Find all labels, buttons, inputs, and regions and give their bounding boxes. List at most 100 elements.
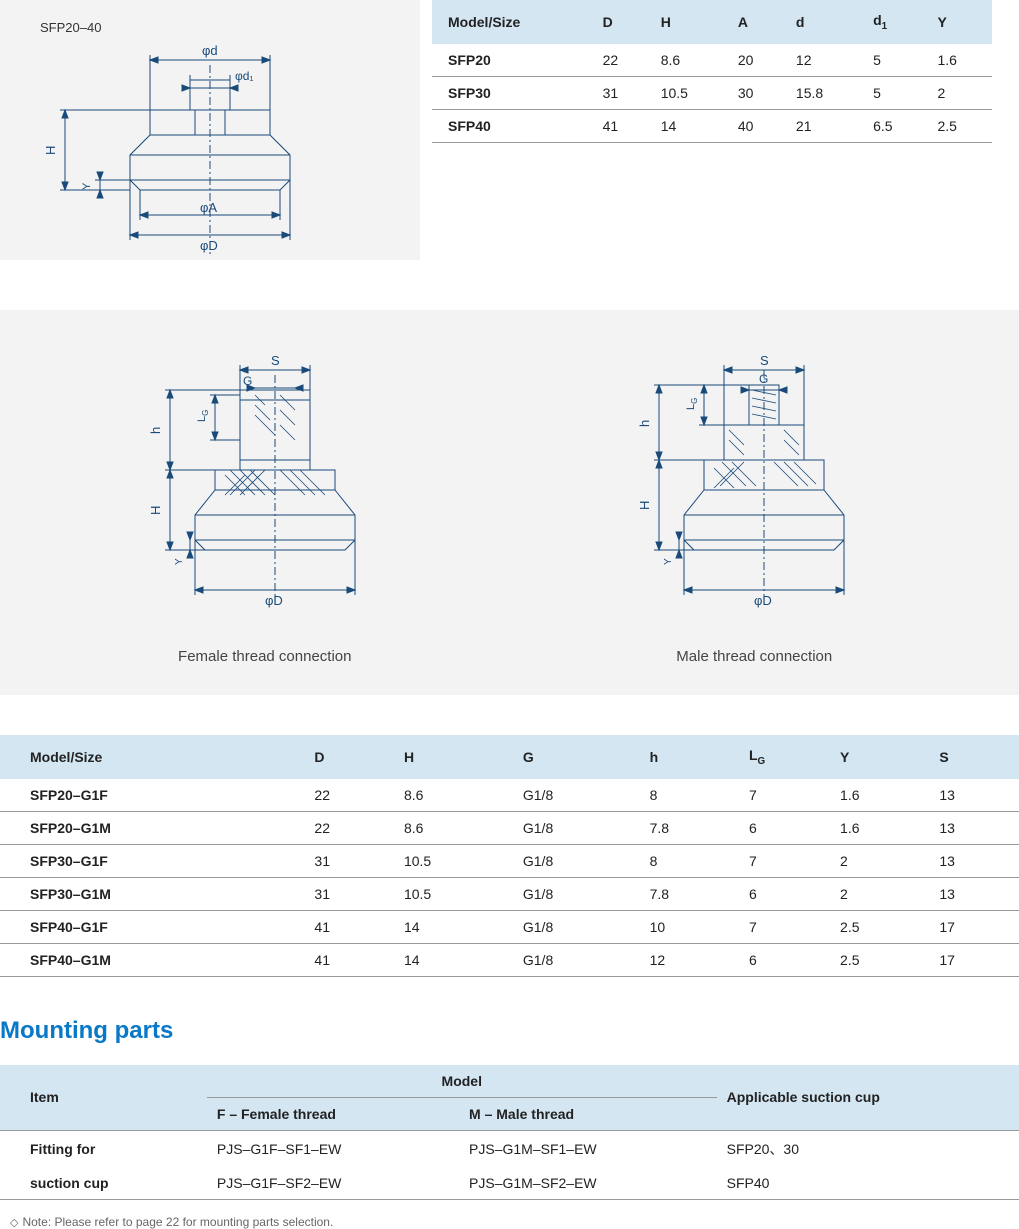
t3-r1-m: PJS–G1M–SF2–EW [459, 1167, 717, 1200]
svg-text:G: G [759, 372, 768, 386]
th2-S: S [929, 735, 1019, 779]
table-row: SFP20228.6201251.6 [432, 44, 992, 77]
svg-text:H: H [43, 146, 58, 155]
table-mounting-parts: Item Model Applicable suction cup F – Fe… [0, 1065, 1019, 1200]
table-cell: 10 [640, 910, 739, 943]
female-thread-diagram: S G LG h H Y φD Female thread connection [115, 340, 415, 665]
t3-r0-a: SFP20、30 [717, 1130, 1019, 1167]
table-row: SFP30–G1M 3110.5G1/87.86213 [0, 877, 1019, 910]
th2-G: G [513, 735, 640, 779]
table-cell: 8.6 [394, 779, 513, 812]
th3-m: M – Male thread [459, 1097, 717, 1130]
table-cell: 31 [304, 844, 394, 877]
svg-text:S: S [271, 353, 280, 368]
th3-model: Model [207, 1065, 717, 1098]
table-cell: 7.8 [640, 811, 739, 844]
t3-r0-f: PJS–G1F–SF1–EW [207, 1130, 459, 1167]
svg-text:φD: φD [200, 238, 218, 253]
table-cell: 7 [739, 844, 830, 877]
svg-text:S: S [760, 353, 769, 368]
table-cell: 6 [739, 811, 830, 844]
table-cell: SFP20 [432, 44, 593, 77]
table-cell: 2 [830, 844, 929, 877]
item-cell-2: suction cup [0, 1167, 207, 1200]
table-cell: 7.8 [640, 877, 739, 910]
table-cell: 41 [593, 109, 651, 142]
table-cell: 8.6 [651, 44, 728, 77]
table-cell: 20 [728, 44, 786, 77]
table-cell: 40 [728, 109, 786, 142]
male-thread-diagram: S G LG h H Y φD Male thread connection [604, 340, 904, 665]
table-cell: 21 [786, 109, 863, 142]
svg-text:φD: φD [265, 593, 283, 608]
connection-diagrams: S G LG h H Y φD Female thread connection [0, 310, 1019, 695]
table-cell: 41 [304, 943, 394, 976]
svg-text:LG: LG [196, 410, 210, 422]
table3-row: Fitting for PJS–G1F–SF1–EW PJS–G1M–SF1–E… [0, 1130, 1019, 1167]
male-svg: S G LG h H Y φD [604, 340, 904, 630]
table-cell: 13 [929, 811, 1019, 844]
table-row: SFP40–G1M4114G1/81262.517 [0, 943, 1019, 976]
table-cell: G1/8 [513, 910, 640, 943]
table-row: SFP40–G1F4114G1/81072.517 [0, 910, 1019, 943]
table-cell: SFP20–G1M [0, 811, 304, 844]
th-H: H [651, 0, 728, 44]
th2-h: h [640, 735, 739, 779]
th2-model: Model/Size [0, 735, 304, 779]
svg-text:h: h [637, 420, 652, 427]
svg-text:φA: φA [200, 200, 217, 215]
table-cell: 6 [739, 943, 830, 976]
female-caption: Female thread connection [115, 648, 415, 665]
table-cell: 31 [593, 76, 651, 109]
table-cell: 1.6 [830, 811, 929, 844]
table-cell: 14 [651, 109, 728, 142]
table-cell: G1/8 [513, 779, 640, 812]
svg-text:φd₁: φd₁ [235, 69, 254, 83]
table2-header: Model/Size D H G h LG Y S [0, 735, 1019, 779]
th2-H: H [394, 735, 513, 779]
table-row: SFP30–G1F3110.5G1/887213 [0, 844, 1019, 877]
table-cell: 17 [929, 910, 1019, 943]
table-cell: 41 [304, 910, 394, 943]
table-row: SFP20–G1M228.6G1/87.861.613 [0, 811, 1019, 844]
table-row: SFP303110.53015.852 [432, 76, 992, 109]
table-cell: 6 [739, 877, 830, 910]
table-cell: SFP30–G1F [0, 844, 304, 877]
th-model: Model/Size [432, 0, 593, 44]
t3-r1-f: PJS–G1F–SF2–EW [207, 1167, 459, 1200]
table-row: SFP20–G1F228.6G1/8871.613 [0, 779, 1019, 812]
table-cell: 2 [928, 76, 993, 109]
table-cell: 5 [863, 76, 927, 109]
table-cell: 2.5 [830, 943, 929, 976]
table-dimensions-1: Model/Size D H A d d1 Y SFP20228.6201251… [432, 0, 992, 143]
top-row: SFP20–40 [0, 0, 1019, 260]
table-cell: 7 [739, 779, 830, 812]
table-cell: SFP40 [432, 109, 593, 142]
th2-LG: LG [739, 735, 830, 779]
th-A: A [728, 0, 786, 44]
table-cell: 30 [728, 76, 786, 109]
table-cell: G1/8 [513, 943, 640, 976]
table-cell: 10.5 [651, 76, 728, 109]
table1-body: SFP20228.6201251.6SFP303110.53015.852SFP… [432, 44, 992, 143]
th3-f: F – Female thread [207, 1097, 459, 1130]
th3-item: Item [0, 1065, 207, 1131]
diagram-svg-1: φd φd₁ H Y φA φD [40, 40, 370, 260]
table-cell: 13 [929, 844, 1019, 877]
table-cell: 2.5 [830, 910, 929, 943]
svg-text:Y: Y [174, 558, 185, 565]
th-Y: Y [928, 0, 993, 44]
table-header-row: Model/Size D H A d d1 Y [432, 0, 992, 44]
svg-text:H: H [637, 501, 652, 510]
th-D: D [593, 0, 651, 44]
t3-r1-a: SFP40 [717, 1167, 1019, 1200]
item-cell-1: Fitting for [0, 1130, 207, 1167]
table-cell: G1/8 [513, 877, 640, 910]
table-cell: 8 [640, 844, 739, 877]
table-cell: G1/8 [513, 811, 640, 844]
t3-r0-m: PJS–G1M–SF1–EW [459, 1130, 717, 1167]
table3-header-row1: Item Model Applicable suction cup [0, 1065, 1019, 1098]
table-cell: 22 [593, 44, 651, 77]
table-cell: 15.8 [786, 76, 863, 109]
table-cell: 17 [929, 943, 1019, 976]
